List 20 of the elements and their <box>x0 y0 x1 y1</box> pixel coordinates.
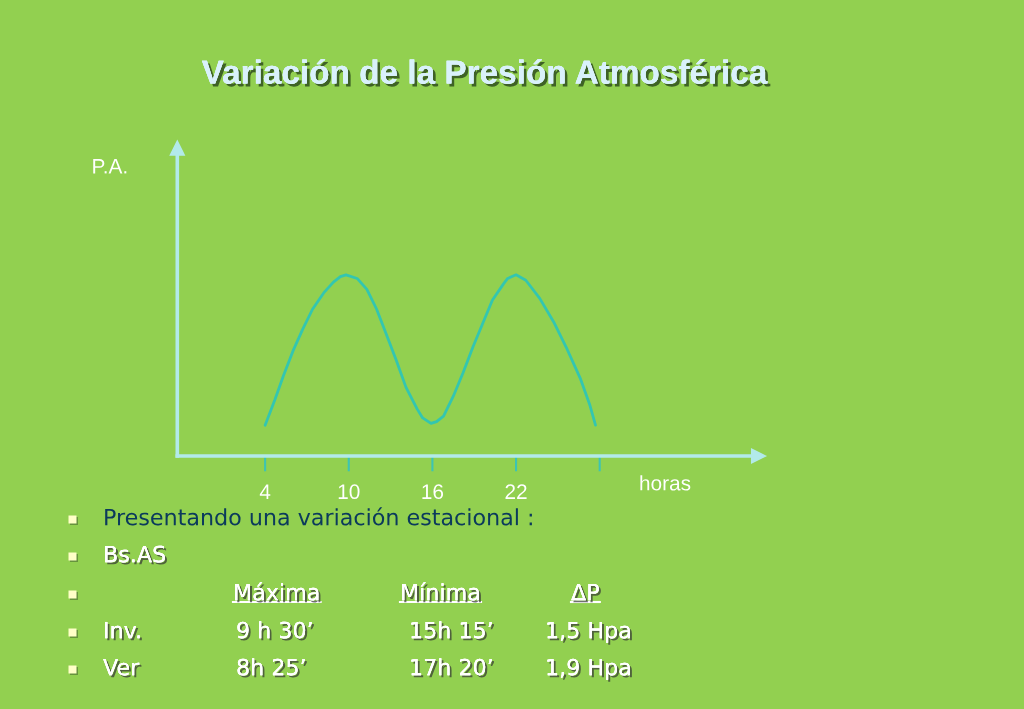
chart-title: Variación de la Presión Atmosférica <box>201 59 771 87</box>
x-tick-label: 10 <box>338 484 360 500</box>
text: 1,9 Hpa <box>547 658 632 682</box>
text: Máxima <box>235 582 321 603</box>
text: 1,5 Hpa <box>547 621 632 645</box>
x-tick-label: 16 <box>422 484 444 500</box>
text: 17h 20’ <box>411 658 494 678</box>
text: 8h 25’ <box>237 658 307 678</box>
text: Bs.AS <box>105 545 168 565</box>
text: Inv. <box>105 621 142 641</box>
text: Mínima <box>402 582 481 603</box>
text: 9 h 30’ <box>237 621 314 641</box>
text: Presentando una variación estacional : <box>105 507 532 526</box>
text: ΔP <box>571 583 601 603</box>
x-tick-label: 4 <box>259 484 271 499</box>
x-axis-title: horas <box>640 475 691 491</box>
text: P.A. <box>93 159 127 174</box>
text: 15h 15’ <box>411 621 494 641</box>
text: Ver <box>103 658 142 678</box>
x-tick-label: 22 <box>505 484 527 499</box>
